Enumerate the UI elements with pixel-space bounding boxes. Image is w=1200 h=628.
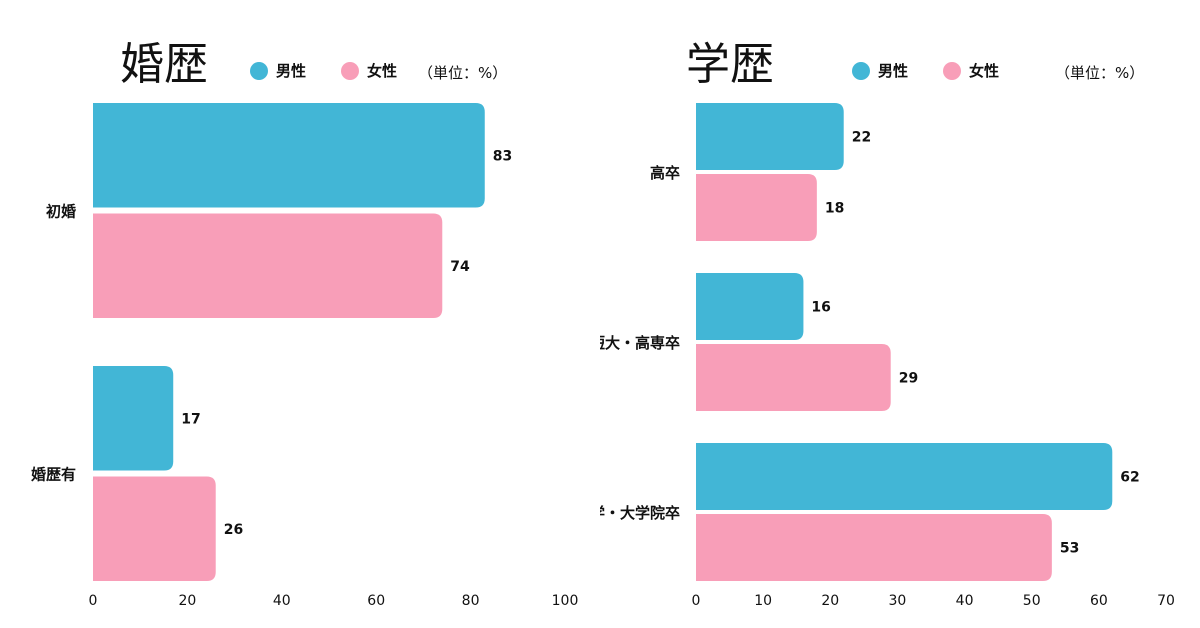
data-label: 74 — [450, 259, 470, 275]
category-label: 大学・大学院卒 — [600, 504, 680, 522]
category-label: 高卒 — [650, 164, 680, 182]
legend-male: 男性 — [852, 60, 908, 81]
bar-male — [696, 443, 1113, 510]
chart-education: 22 18 高卒 16 29 専門・短大・高専卒 62 53 大学・大学院卒 0 10 20 30 40 5… — [600, 103, 1175, 609]
chart-panel-marital: 婚歴 男性 女性 （単位：%） 83 74 初婚 17 26 婚歴有 0 20 40 60 80 10… — [31, 39, 579, 609]
legend-male-swatch — [852, 61, 870, 80]
unit-label: （単位：%） — [418, 64, 508, 82]
data-label: 29 — [899, 371, 918, 387]
bar-female — [93, 476, 216, 581]
x-tick-label: 50 — [1023, 593, 1041, 609]
x-tick-label: 20 — [821, 593, 839, 609]
x-tick-label: 30 — [889, 593, 907, 609]
data-label: 18 — [825, 201, 844, 217]
bar-female — [696, 344, 891, 411]
legend-male: 男性 — [250, 60, 306, 81]
x-tick-label: 40 — [956, 593, 974, 609]
x-tick-label: 70 — [1157, 593, 1175, 609]
legend-female: 女性 — [943, 60, 999, 81]
chart-marital: 83 74 初婚 17 26 婚歴有 0 20 40 60 80 100 — [31, 103, 579, 609]
legend-male-swatch — [250, 61, 268, 80]
legend-male-label: 男性 — [276, 62, 307, 80]
x-tick-label: 10 — [754, 593, 772, 609]
bar-male — [696, 273, 804, 340]
x-tick-label: 80 — [462, 593, 480, 609]
bar-female — [696, 514, 1052, 581]
legend-female: 女性 — [341, 60, 397, 81]
bar-male — [93, 366, 174, 471]
legend-female-label: 女性 — [367, 62, 398, 80]
data-label: 83 — [493, 148, 512, 164]
data-label: 26 — [224, 522, 243, 538]
legend-female-swatch — [943, 61, 961, 80]
x-tick-label: 40 — [273, 593, 291, 609]
x-tick-label: 0 — [89, 593, 98, 609]
bar-female — [93, 213, 443, 318]
data-label: 16 — [811, 300, 830, 316]
legend-female-swatch — [341, 61, 359, 80]
x-tick-label: 0 — [692, 593, 701, 609]
category-label: 初婚 — [46, 203, 76, 221]
chart-panel-education: 学歴 男性 女性 （単位：%） 22 18 高卒 16 29 専門・短大・高専卒 62 53 大… — [600, 0, 1200, 628]
legend-male-label: 男性 — [878, 62, 909, 80]
bar-male — [93, 103, 485, 208]
chart-title: 婚歴 — [120, 39, 208, 90]
data-label: 53 — [1060, 541, 1079, 557]
chart-title: 学歴 — [686, 39, 774, 90]
category-label: 専門・短大・高専卒 — [600, 334, 680, 352]
data-label: 62 — [1120, 470, 1139, 486]
bar-female — [696, 174, 817, 241]
legend-female-label: 女性 — [969, 62, 1000, 80]
x-tick-label: 100 — [552, 593, 579, 609]
x-tick-label: 60 — [1090, 593, 1108, 609]
data-label: 22 — [852, 130, 871, 146]
x-tick-label: 20 — [178, 593, 196, 609]
data-label: 17 — [181, 411, 200, 427]
x-tick-label: 60 — [367, 593, 385, 609]
unit-label: （単位：%） — [1055, 64, 1145, 82]
bar-male — [696, 103, 844, 170]
category-label: 婚歴有 — [31, 466, 76, 484]
